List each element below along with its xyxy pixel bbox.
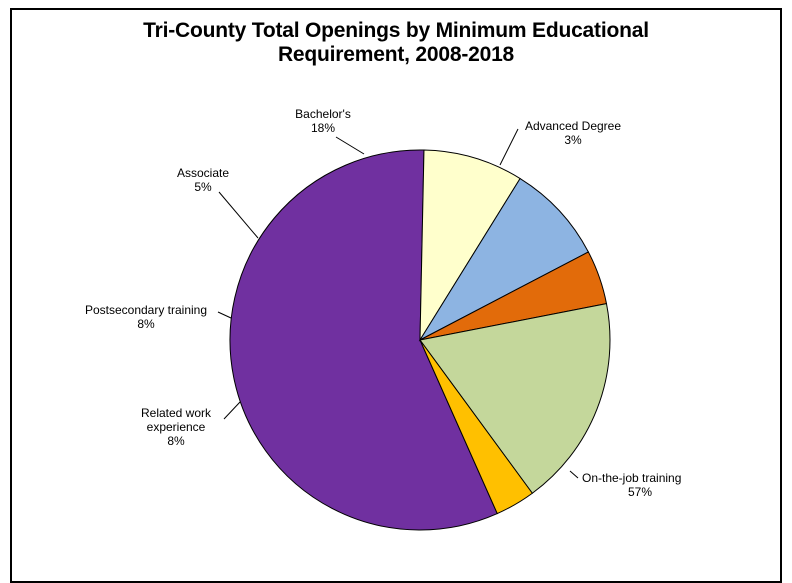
pie-slices — [229, 149, 611, 531]
pie-slice-related-work-experience — [419, 149, 521, 342]
pie-slice-bachelor-s — [419, 303, 611, 494]
slice-label: Advanced Degree 3% — [525, 119, 621, 147]
leader-line — [569, 470, 579, 479]
chart-title: Tri-County Total Openings by Minimum Edu… — [0, 19, 792, 67]
chart-title-line-1: Tri-County Total Openings by Minimum Edu… — [143, 19, 649, 42]
chart-title-line-2: Requirement, 2008-2018 — [277, 43, 515, 66]
pie-slice-postsecondary-training — [418, 177, 590, 342]
slice-label: Associate 5% — [177, 166, 229, 194]
leader-line — [335, 136, 365, 155]
pie-leader-lines — [217, 128, 579, 479]
pie-chart: On-the-job training 57% Related work experi… — [85, 107, 681, 531]
pie-slice-on-the-job-training — [229, 149, 498, 531]
leader-line — [223, 401, 241, 420]
leader-line — [217, 311, 232, 319]
slice-label: On-the-job training 57% — [582, 471, 681, 499]
slice-label: Related work experience 8% — [141, 406, 212, 448]
leader-line — [499, 128, 519, 166]
slice-label: Bachelor's 18% — [295, 107, 351, 135]
pie-slice-advanced-degree — [419, 339, 534, 515]
slice-label: Postsecondary training 8% — [85, 303, 207, 331]
leader-line — [218, 191, 259, 239]
pie-labels: On-the-job training 57% Related work experi… — [85, 107, 681, 499]
